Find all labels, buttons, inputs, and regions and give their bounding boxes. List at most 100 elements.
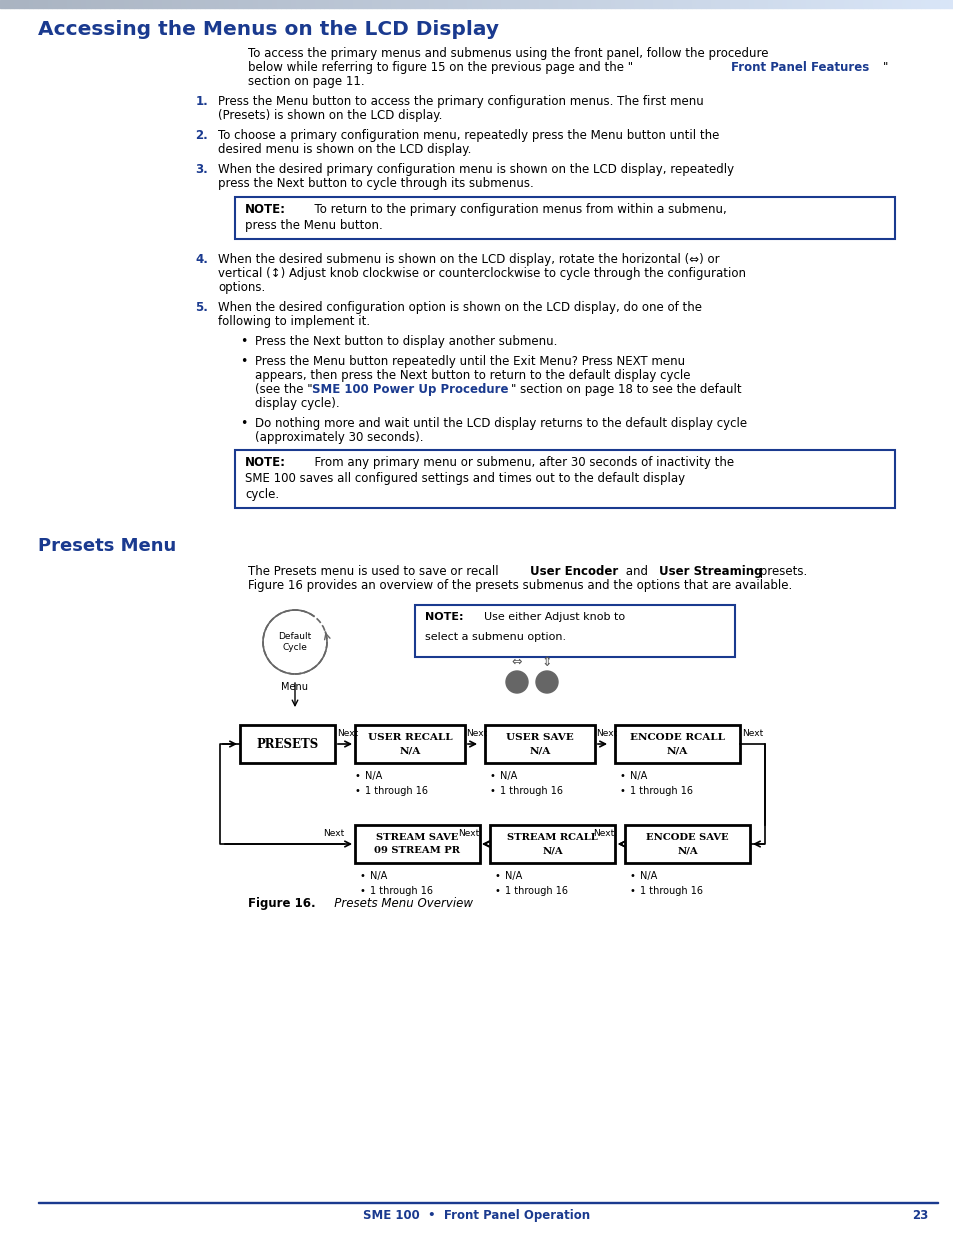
Bar bbox=[896, 0, 901, 7]
Bar bbox=[943, 0, 948, 7]
Bar bbox=[253, 0, 257, 7]
Bar bbox=[19, 0, 24, 7]
Circle shape bbox=[505, 671, 527, 693]
Bar bbox=[462, 0, 467, 7]
Bar bbox=[572, 0, 577, 7]
Bar bbox=[605, 0, 610, 7]
Bar bbox=[696, 0, 700, 7]
Bar bbox=[777, 0, 781, 7]
Text: appears, then press the Next button to return to the default display cycle: appears, then press the Next button to r… bbox=[254, 369, 690, 382]
Text: 1 through 16: 1 through 16 bbox=[504, 887, 567, 897]
Bar bbox=[905, 0, 910, 7]
Text: Accessing the Menus on the LCD Display: Accessing the Menus on the LCD Display bbox=[38, 20, 498, 40]
Bar bbox=[114, 0, 119, 7]
Bar bbox=[600, 0, 605, 7]
Bar bbox=[0, 0, 5, 7]
Bar bbox=[429, 0, 434, 7]
Text: STREAM RCALL: STREAM RCALL bbox=[507, 832, 598, 842]
Bar bbox=[886, 0, 891, 7]
FancyBboxPatch shape bbox=[234, 450, 894, 508]
Text: Front Panel Features: Front Panel Features bbox=[730, 61, 868, 74]
Bar bbox=[224, 0, 229, 7]
Bar bbox=[257, 0, 262, 7]
Bar bbox=[219, 0, 224, 7]
Bar bbox=[538, 0, 543, 7]
Text: Press the Menu button repeatedly until the Exit Menu? Press NEXT menu: Press the Menu button repeatedly until t… bbox=[254, 354, 684, 368]
Text: To return to the primary configuration menus from within a submenu,: To return to the primary configuration m… bbox=[307, 203, 726, 216]
Bar bbox=[772, 0, 777, 7]
Bar bbox=[291, 0, 295, 7]
Bar bbox=[786, 0, 791, 7]
Bar bbox=[810, 0, 815, 7]
Text: When the desired submenu is shown on the LCD display, rotate the horizontal (⇔) : When the desired submenu is shown on the… bbox=[218, 253, 719, 266]
Bar bbox=[57, 0, 62, 7]
Text: Figure 16 provides an overview of the presets submenus and the options that are : Figure 16 provides an overview of the pr… bbox=[248, 579, 791, 592]
Text: SME 100  •  Front Panel Operation: SME 100 • Front Panel Operation bbox=[363, 1209, 590, 1221]
Text: and: and bbox=[621, 564, 651, 578]
Bar bbox=[476, 0, 481, 7]
Bar bbox=[176, 0, 181, 7]
Bar bbox=[172, 0, 176, 7]
Text: Next: Next bbox=[592, 829, 614, 839]
Bar bbox=[343, 0, 348, 7]
Text: •: • bbox=[628, 887, 635, 897]
Text: below while referring to figure 15 on the previous page and the ": below while referring to figure 15 on th… bbox=[248, 61, 633, 74]
Text: Use either Adjust knob to: Use either Adjust knob to bbox=[476, 613, 624, 622]
Bar bbox=[481, 0, 486, 7]
Text: Figure 16.: Figure 16. bbox=[248, 897, 315, 910]
Text: NOTE:: NOTE: bbox=[424, 613, 463, 622]
Bar bbox=[662, 0, 667, 7]
Text: USER SAVE: USER SAVE bbox=[506, 732, 574, 742]
Bar bbox=[376, 0, 381, 7]
Bar bbox=[758, 0, 762, 7]
Text: ⇔: ⇔ bbox=[511, 656, 521, 668]
Bar bbox=[138, 0, 143, 7]
Circle shape bbox=[536, 671, 558, 693]
Text: 4.: 4. bbox=[195, 253, 208, 266]
Bar bbox=[195, 0, 200, 7]
Bar bbox=[529, 0, 534, 7]
Text: " section on page 18 to see the default: " section on page 18 to see the default bbox=[511, 383, 740, 396]
Bar bbox=[867, 0, 872, 7]
Text: N/A: N/A bbox=[370, 871, 387, 881]
Text: •: • bbox=[494, 887, 499, 897]
Bar bbox=[796, 0, 801, 7]
Text: From any primary menu or submenu, after 30 seconds of inactivity the: From any primary menu or submenu, after … bbox=[307, 456, 734, 469]
Bar bbox=[133, 0, 138, 7]
Bar bbox=[357, 0, 362, 7]
Bar bbox=[167, 0, 172, 7]
Bar bbox=[81, 0, 86, 7]
Text: Next: Next bbox=[322, 829, 344, 839]
Bar bbox=[324, 0, 329, 7]
Bar bbox=[391, 0, 395, 7]
Bar bbox=[334, 0, 338, 7]
Bar bbox=[515, 0, 519, 7]
Bar bbox=[262, 0, 267, 7]
Text: desired menu is shown on the LCD display.: desired menu is shown on the LCD display… bbox=[218, 143, 471, 156]
Text: To choose a primary configuration menu, repeatedly press the Menu button until t: To choose a primary configuration menu, … bbox=[218, 128, 719, 142]
Bar bbox=[648, 0, 653, 7]
Bar bbox=[100, 0, 105, 7]
Bar bbox=[705, 0, 710, 7]
Bar bbox=[691, 0, 696, 7]
Bar bbox=[129, 0, 133, 7]
Bar bbox=[543, 0, 548, 7]
FancyBboxPatch shape bbox=[355, 725, 464, 763]
Text: 23: 23 bbox=[911, 1209, 927, 1221]
Bar bbox=[191, 0, 195, 7]
Bar bbox=[105, 0, 110, 7]
Bar bbox=[348, 0, 353, 7]
Bar bbox=[14, 0, 19, 7]
Bar bbox=[295, 0, 300, 7]
Bar bbox=[920, 0, 924, 7]
FancyBboxPatch shape bbox=[355, 825, 479, 863]
Bar bbox=[62, 0, 67, 7]
Bar bbox=[33, 0, 38, 7]
Bar bbox=[238, 0, 243, 7]
Bar bbox=[448, 0, 453, 7]
Bar bbox=[467, 0, 472, 7]
Text: NOTE:: NOTE: bbox=[245, 203, 286, 216]
Text: 09 STREAM PR: 09 STREAM PR bbox=[375, 846, 460, 856]
Bar bbox=[553, 0, 558, 7]
Bar bbox=[233, 0, 238, 7]
